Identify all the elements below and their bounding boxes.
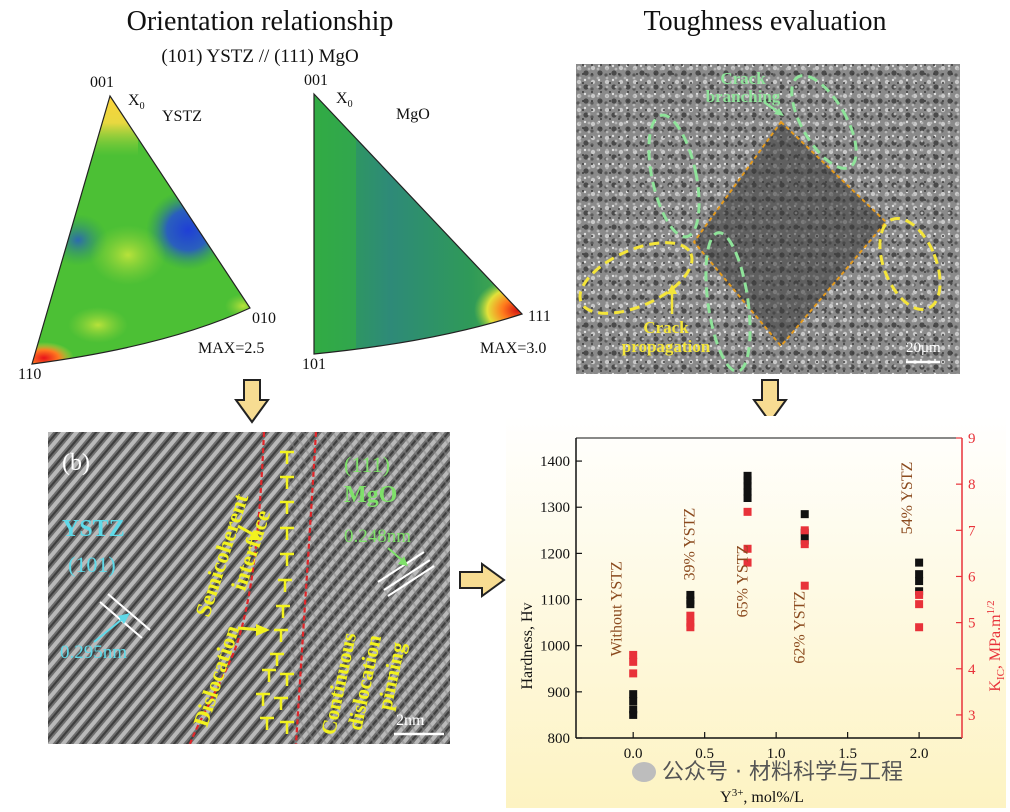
panel-label-b: (b) <box>62 450 90 476</box>
hardness-point <box>915 577 924 586</box>
ipf-ystz-figure <box>31 94 251 365</box>
x-tick-label: 1.5 <box>838 746 857 762</box>
y-right-tick-label: 8 <box>968 477 976 493</box>
composition-annotation: Without YSTZ <box>609 561 626 656</box>
hardness-point <box>743 482 752 490</box>
crack-propagation-label: Crack propagation <box>621 318 711 356</box>
composition-annotation: 54% YSTZ <box>899 462 916 535</box>
dislocation-markers <box>256 450 294 734</box>
kic-point <box>686 611 695 620</box>
x-tick-label: 0.5 <box>695 746 714 762</box>
arrow-down-right-icon <box>752 379 788 424</box>
composition-annotation: 39% YSTZ <box>682 508 699 581</box>
hardness-toughness-chart: 800 900 1000 1100 1200 1300 1400 3 4 5 6 7 8 9 0.0 0.5 1… <box>506 416 1006 808</box>
hardness-point <box>629 690 638 699</box>
watermark: 公众号 · 材料科学与工程 <box>632 754 903 786</box>
ystz-max: MAX=2.5 <box>198 340 265 357</box>
ipf-ystz: 001 X0 YSTZ 010 MAX=2.5 110 <box>18 70 288 390</box>
kic-point <box>915 590 924 599</box>
mgo-x0-label: X0 <box>336 90 353 111</box>
hardness-point <box>686 596 695 605</box>
hrtem-image: (b) YSTZ (101) 0.295nm (111) MgO 0.248nm… <box>48 431 450 745</box>
kic-point <box>800 581 809 590</box>
kic-point <box>800 526 809 535</box>
y-left-tick-label: 1200 <box>540 546 570 562</box>
crack-branching-label: Crack branching <box>705 69 781 106</box>
y-right-tick-label: 3 <box>968 708 976 724</box>
ipf-mgo-figure <box>313 92 524 355</box>
hrtem-figure <box>48 431 450 745</box>
hardness-point <box>915 570 924 579</box>
kic-point <box>800 540 809 549</box>
kic-point <box>743 507 752 516</box>
hardness-point <box>629 705 638 714</box>
ystz-x0-label: X0 <box>128 92 145 113</box>
ipf-mgo: 001 X0 MgO 111 MAX=3.0 101 <box>296 70 566 380</box>
sem-scale-bar-label: 20μm <box>906 340 941 356</box>
x-tick-label: 1.0 <box>767 746 786 762</box>
ystz-spacing-label: 0.295nm <box>60 642 128 663</box>
kic-point <box>629 657 638 666</box>
composition-annotation: 62% YSTZ <box>792 591 809 664</box>
hardness-point <box>629 710 638 719</box>
sem-figure <box>576 64 960 374</box>
hardness-point <box>743 494 752 502</box>
y-right-tick-label: 6 <box>968 569 976 585</box>
ystz-plane-label: (101) <box>68 552 116 577</box>
y-left-tick-label: 900 <box>548 685 571 701</box>
kic-point <box>686 623 695 632</box>
kic-point <box>743 558 752 567</box>
x-tick-label: 2.0 <box>910 746 929 762</box>
mgo-plane-label: (111) <box>344 452 391 477</box>
arrow-down-left-icon <box>234 379 270 424</box>
mgo-name: MgO <box>396 106 430 123</box>
hardness-point <box>743 488 752 496</box>
ystz-corner-001: 001 <box>90 74 114 91</box>
hrtem-scale-bar-label: 2nm <box>396 712 425 729</box>
ystz-corner-010: 010 <box>252 310 276 327</box>
kic-point <box>629 669 638 678</box>
hardness-point <box>629 697 638 706</box>
mgo-corner-101: 101 <box>302 356 326 373</box>
sem-image: Crack branching Crack propagation 20μm <box>576 64 960 374</box>
y-axis-left-title: Hardness, Hv <box>519 602 536 689</box>
y-right-tick-label: 7 <box>968 523 976 539</box>
ystz-corner-110: 110 <box>18 366 42 383</box>
ystz-name: YSTZ <box>162 108 202 125</box>
toughness-title: Toughness evaluation <box>643 6 887 37</box>
mgo-corner-001: 001 <box>304 72 328 89</box>
y-left-tick-label: 1400 <box>540 454 570 470</box>
composition-annotation: 65% YSTZ <box>735 545 752 618</box>
y-left-tick-label: 1300 <box>540 500 570 516</box>
kic-point <box>915 600 924 609</box>
mgo-label: MgO <box>344 482 398 508</box>
kic-point <box>743 544 752 553</box>
hardness-point <box>686 590 695 599</box>
hardness-point <box>743 476 752 485</box>
hardness-point <box>915 558 924 567</box>
y-axis-right-title: KIC, MPa.m1/2 <box>985 600 1006 691</box>
y-left-tick-label: 800 <box>548 731 571 747</box>
mgo-corner-111: 111 <box>528 308 551 325</box>
mgo-spacing-label: 0.248nm <box>344 526 412 547</box>
kic-point <box>686 618 695 627</box>
y-right-tick-label: 9 <box>968 431 976 447</box>
y-right-tick-label: 4 <box>968 662 976 678</box>
kic-point <box>629 650 638 659</box>
y-left-tick-label: 1100 <box>541 593 570 609</box>
arrow-right-icon <box>459 562 506 598</box>
orientation-subtitle: (101) YSTZ // (111) MgO <box>161 46 359 67</box>
ystz-label: YSTZ <box>62 516 125 542</box>
y-right-tick-label: 5 <box>968 616 976 632</box>
y-left-tick-label: 1000 <box>540 639 570 655</box>
x-axis-title: Y3+, mol%/L <box>720 787 804 806</box>
orientation-title: Orientation relationship <box>126 6 394 37</box>
kic-point <box>915 623 924 632</box>
mgo-max: MAX=3.0 <box>480 340 547 357</box>
x-tick-label: 0.0 <box>624 746 643 762</box>
hardness-point <box>800 510 809 519</box>
wechat-icon <box>632 762 656 782</box>
hardness-point <box>743 471 752 480</box>
